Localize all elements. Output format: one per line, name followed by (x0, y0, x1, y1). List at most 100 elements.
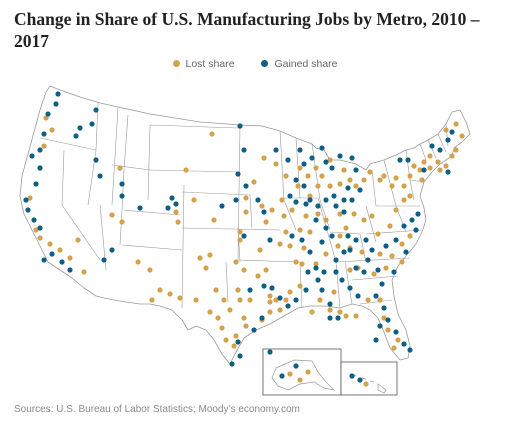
metro-dot-lost-share (351, 211, 357, 217)
metro-dot-lost-share (269, 207, 275, 213)
metro-dot-lost-share (453, 121, 459, 127)
metro-dot-lost-share (389, 253, 395, 259)
metro-dot-lost-share (377, 251, 383, 257)
metro-dot-gained-share (67, 267, 73, 273)
metro-dot-gained-share (219, 203, 225, 209)
metro-dot-gained-share (437, 147, 443, 153)
metro-dot-lost-share (267, 299, 273, 305)
metro-dot-gained-share (119, 193, 125, 199)
metro-dot-lost-share (399, 259, 405, 265)
metro-dot-gained-share (335, 315, 341, 321)
metro-dot-lost-share (305, 369, 311, 375)
metro-dot-lost-share (427, 165, 433, 171)
metro-dot-lost-share (175, 219, 181, 225)
metro-dot-gained-share (329, 165, 335, 171)
metro-dot-gained-share (347, 247, 353, 253)
metro-dot-lost-share (381, 173, 387, 179)
metro-dot-lost-share (207, 309, 213, 315)
metro-dot-lost-share (347, 177, 353, 183)
metro-dot-lost-share (223, 337, 229, 343)
metro-dot-lost-share (427, 153, 433, 159)
metro-dot-gained-share (93, 157, 99, 163)
metro-dot-gained-share (41, 257, 47, 263)
metro-dot-lost-share (315, 211, 321, 217)
metro-dot-gained-share (405, 157, 411, 163)
metro-dot-lost-share (231, 343, 237, 349)
metro-dot-gained-share (235, 171, 241, 177)
metro-dot-lost-share (377, 177, 383, 183)
metro-dot-gained-share (93, 107, 99, 113)
metro-dot-gained-share (267, 237, 273, 243)
metro-dot-gained-share (89, 121, 95, 127)
metro-dot-gained-share (341, 249, 347, 255)
metro-dot-gained-share (273, 147, 279, 153)
metro-dot-gained-share (59, 259, 65, 265)
metro-dot-lost-share (241, 267, 247, 273)
metro-dot-lost-share (81, 269, 87, 275)
metro-dot-gained-share (293, 297, 299, 303)
metro-dot-gained-share (247, 287, 253, 293)
legend: Lost share Gained share (0, 58, 510, 70)
metro-dot-lost-share (297, 227, 303, 233)
metro-dot-lost-share (227, 307, 233, 313)
metro-dot-lost-share (197, 255, 203, 261)
metro-dot-gained-share (333, 203, 339, 209)
metro-dot-lost-share (331, 289, 337, 295)
metro-dot-gained-share (299, 237, 305, 243)
metro-dot-lost-share (395, 337, 401, 343)
metro-dot-gained-share (303, 287, 309, 293)
metro-dot-lost-share (173, 209, 179, 215)
metro-dot-lost-share (411, 163, 417, 169)
metro-dot-gained-share (301, 161, 307, 167)
metro-dot-gained-share (279, 373, 285, 379)
metro-dot-lost-share (209, 131, 215, 137)
metro-dot-gained-share (97, 173, 103, 179)
metro-dot-lost-share (295, 183, 301, 189)
metro-dot-lost-share (251, 179, 257, 185)
metro-dot-lost-share (337, 233, 343, 239)
metro-dot-lost-share (243, 323, 249, 329)
metro-dot-gained-share (373, 337, 379, 343)
metro-dot-gained-share (445, 169, 451, 175)
metro-dot-lost-share (313, 261, 319, 267)
metro-dot-gained-share (251, 327, 257, 333)
metro-dot-gained-share (49, 251, 55, 257)
metro-dot-gained-share (307, 249, 313, 255)
metro-dot-gained-share (375, 267, 381, 273)
metro-dot-lost-share (417, 167, 423, 173)
metro-dot-lost-share (279, 197, 285, 203)
metro-dot-lost-share (219, 325, 225, 331)
metro-dot-lost-share (207, 252, 213, 258)
metro-dot-lost-share (347, 267, 353, 273)
metro-dot-lost-share (449, 153, 455, 159)
metro-dot-lost-share (177, 295, 183, 301)
metro-dot-gained-share (305, 269, 311, 275)
metro-dot-lost-share (443, 163, 449, 169)
metro-dot-gained-share (321, 269, 327, 275)
metro-dot-gained-share (449, 129, 455, 135)
metro-dot-lost-share (361, 177, 367, 183)
metro-dot-lost-share (365, 297, 371, 303)
metro-dot-lost-share (377, 297, 383, 303)
metro-dot-gained-share (391, 269, 397, 275)
metro-dot-lost-share (193, 297, 199, 303)
metro-dot-gained-share (349, 197, 355, 203)
metro-dot-gained-share (345, 233, 351, 239)
metro-dot-gained-share (237, 353, 243, 359)
metro-dot-lost-share (183, 167, 189, 173)
metro-dot-lost-share (237, 297, 243, 303)
metro-dot-gained-share (393, 329, 399, 335)
metro-dot-gained-share (319, 145, 325, 151)
metro-dot-lost-share (337, 181, 343, 187)
metro-dot-gained-share (259, 315, 265, 321)
metro-dot-lost-share (287, 371, 293, 377)
metro-dot-lost-share (353, 183, 359, 189)
metro-dot-lost-share (267, 293, 273, 299)
alaska-outline (271, 359, 336, 391)
metro-dot-lost-share (237, 229, 243, 235)
metro-dot-lost-share (399, 241, 405, 247)
metro-dot-lost-share (119, 219, 125, 225)
metro-dot-lost-share (353, 313, 359, 319)
metro-dot-gained-share (255, 197, 261, 203)
metro-dot-gained-share (137, 205, 143, 211)
